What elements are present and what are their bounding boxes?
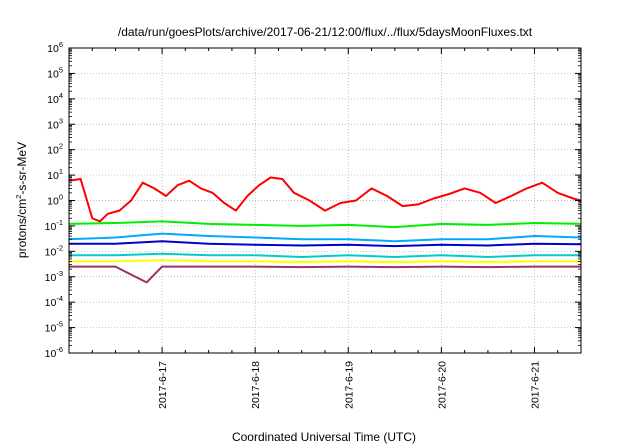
x-axis-ticks: 2017-6-17 2017-6-18 2017-6-19 2017-6-20 2017… [68,48,582,409]
x-tick-label: 2017-6-20 [436,361,448,409]
y-tick-label: 104 [47,91,63,106]
series-layer [68,176,582,284]
x-tick-label: 2017-6-21 [529,361,541,409]
y-tick-label: 10-3 [45,269,63,284]
y-tick-label: 10-5 [45,320,63,335]
chart-title: /data/run/goesPlots/archive/2017-06-21/1… [118,25,533,39]
y-tick-label: 10-2 [45,243,63,258]
y-axis-label-rest: -s-sr-MeV [15,142,29,195]
y-tick-label: 102 [47,142,63,157]
x-axis-label: Coordinated Universal Time (UTC) [232,430,416,444]
series-line-1 [68,176,582,223]
x-tick-label: 2017-6-18 [250,361,262,409]
series-line-3 [68,232,582,243]
y-tick-label: 10-4 [45,294,63,309]
y-tick-label: 10-6 [45,345,63,360]
series-line-5 [69,252,581,258]
grid [69,47,581,354]
series-line-2 [68,220,582,229]
y-axis-label-main: protons/cm [15,199,29,258]
y-axis-label: protons/cm2-s-sr-MeV [14,142,29,258]
y-axis-label-exponent: 2 [14,195,23,199]
x-tick-label: 2017-6-17 [157,361,169,409]
y-tick-label: 103 [47,116,63,131]
y-tick-label: 100 [47,193,63,208]
y-tick-label: 10-1 [45,218,63,233]
series-line-7 [69,265,581,284]
y-tick-label: 101 [47,167,63,182]
x-tick-label: 2017-6-19 [343,361,355,409]
y-axis-ticks: 10-6 10-5 10-4 10-3 10-2 10-1 100 101 102 103 104 1… [45,40,581,360]
y-tick-label: 105 [47,65,63,80]
series-line-4 [69,240,582,248]
series-line-6 [69,259,581,263]
y-tick-label: 106 [47,40,63,55]
